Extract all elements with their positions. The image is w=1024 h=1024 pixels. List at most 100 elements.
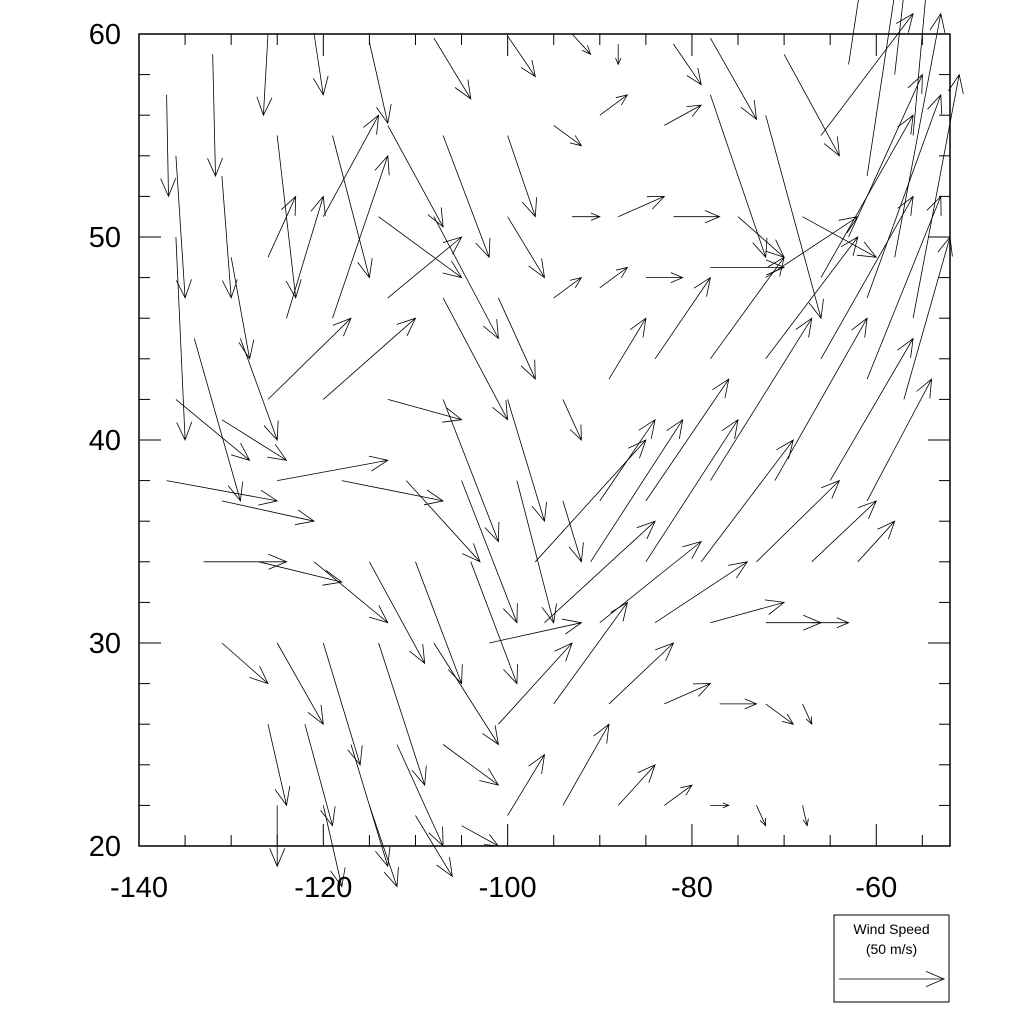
wind-vector (498, 297, 536, 381)
wind-vector (442, 399, 500, 543)
wind-vector (645, 378, 730, 502)
wind-vector (765, 216, 859, 278)
wind-vector (230, 257, 255, 360)
wind-vector (866, 195, 942, 380)
wind-vector (664, 104, 703, 126)
y-tick-label: 20 (89, 831, 121, 863)
wind-vector (277, 455, 389, 481)
wind-vector (433, 37, 472, 100)
wind-vector (802, 216, 878, 258)
legend-box: Wind Speed (50 m/s) (833, 914, 950, 1003)
wind-vector (267, 317, 352, 400)
wind-vector (312, 33, 329, 96)
y-tick-label: 30 (89, 628, 121, 660)
wind-vector (193, 338, 244, 502)
wind-vector (442, 297, 509, 421)
wind-vector (802, 703, 813, 726)
wind-vector (608, 642, 675, 705)
wind-vector (820, 114, 914, 278)
wind-vector (866, 0, 895, 177)
wind-vector (553, 125, 583, 147)
x-tick-label: -100 (479, 872, 537, 904)
axis-tick-labels: -140 -120 -100 -80 -60 20 30 40 50 60 (89, 19, 897, 904)
wind-vector (313, 561, 389, 624)
wind-vector (608, 317, 647, 380)
wind-vector (433, 216, 499, 340)
wind-vector (442, 744, 500, 786)
wind-vector (267, 195, 297, 258)
wind-vector (332, 154, 390, 319)
wind-vector (654, 561, 749, 624)
wind-vector (221, 500, 316, 526)
wind-vectors (160, 0, 964, 888)
wind-vector (175, 236, 193, 442)
wind-vector (599, 266, 629, 289)
wind-vector (461, 480, 518, 624)
wind-vector (912, 73, 964, 319)
wind-vector (673, 210, 721, 224)
wind-vector (269, 805, 286, 868)
wind-vector (866, 378, 933, 502)
wind-vector (645, 418, 739, 563)
wind-vector (654, 276, 711, 360)
wind-vector (645, 272, 684, 283)
wind-vector (332, 135, 373, 279)
wind-vector (406, 480, 481, 563)
wind-vector (498, 642, 573, 725)
wind-vector (765, 115, 824, 320)
y-tick-label: 50 (89, 222, 121, 254)
wind-vector (562, 399, 582, 441)
wind-vector (599, 94, 629, 116)
x-tick-label: -140 (110, 872, 168, 904)
wind-vector (387, 125, 444, 228)
axis-tick-marks (138, 33, 950, 847)
wind-vector (710, 94, 768, 259)
wind-vector (489, 618, 583, 644)
wind-vector (765, 703, 795, 725)
wind-vector (664, 784, 693, 806)
wind-vector (811, 500, 878, 563)
wind-vector (166, 480, 279, 506)
wind-vector (553, 601, 629, 705)
wind-vector (756, 805, 767, 827)
wind-vector (221, 419, 288, 461)
legend-title: Wind Speed (853, 921, 929, 937)
wind-vector (276, 135, 302, 299)
wind-vector (470, 561, 518, 685)
wind-vector (737, 216, 785, 258)
wind-vector (765, 236, 859, 360)
wind-vector (820, 195, 914, 359)
wind-vector (507, 135, 537, 218)
wind-vector (710, 37, 758, 121)
legend-reference-arrow (839, 971, 946, 987)
wind-vector (160, 94, 177, 198)
wind-vector (203, 553, 288, 570)
wind-vector (617, 764, 656, 806)
wind-vector (276, 642, 324, 726)
legend-reference-speed: (50 m/s) (866, 941, 917, 957)
wind-vector (507, 399, 547, 523)
wind-vector (507, 216, 546, 279)
wind-vector (599, 540, 703, 624)
wind-vector (387, 236, 463, 299)
wind-vector (304, 724, 336, 827)
wind-vector (664, 683, 712, 705)
wind-vector (378, 642, 427, 787)
wind-vector (710, 317, 813, 481)
wind-vector (442, 135, 491, 259)
wind-vector (700, 439, 794, 563)
wind-vector (571, 33, 592, 56)
legend-arrow-shape (839, 971, 946, 987)
wind-vector (323, 317, 417, 400)
wind-vector (710, 256, 785, 360)
wind-vector (544, 520, 656, 623)
wind-vector (507, 35, 536, 78)
wind-vector (258, 561, 343, 586)
wind-vector (820, 12, 914, 136)
wind-vector (618, 195, 666, 218)
y-tick-label: 40 (89, 425, 121, 457)
wind-vector (756, 479, 841, 563)
wind-vector (207, 54, 223, 178)
wind-vector (710, 599, 786, 624)
